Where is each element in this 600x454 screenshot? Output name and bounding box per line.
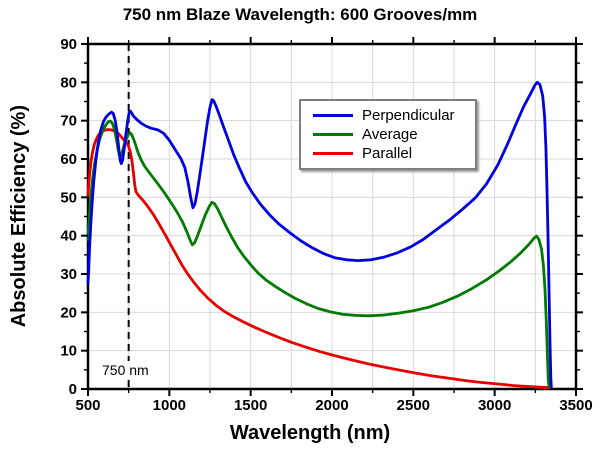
x-tick-label: 3000 [478, 397, 511, 414]
x-tick-label: 2500 [397, 397, 430, 414]
perpendicular-series-line [86, 80, 553, 389]
y-tick-label: 20 [60, 304, 77, 321]
x-tick-label: 1000 [153, 397, 186, 414]
y-tick-label: 0 [69, 381, 77, 398]
x-axis-title: Wavelength (nm) [229, 422, 391, 444]
blaze-wavelength-annotation: 750 nm [99, 361, 152, 379]
perpendicular-line-swatch [313, 114, 353, 117]
average-series-line [86, 119, 551, 389]
y-tick-label: 60 [60, 151, 77, 168]
y-tick-label: 90 [60, 36, 77, 53]
y-tick-label: 80 [60, 74, 77, 91]
legend-entry-average: Average [313, 127, 471, 142]
x-tick-label: 2000 [315, 397, 348, 414]
legend-label-perpendicular: Perpendicular [362, 107, 455, 124]
x-tick-label: 500 [75, 397, 100, 414]
legend-label-average: Average [362, 126, 418, 143]
legend-entry-perpendicular: Perpendicular [313, 108, 471, 123]
y-tick-label: 40 [60, 228, 77, 245]
y-tick-label: 10 [60, 343, 77, 360]
legend: Perpendicular Average Parallel [299, 99, 477, 170]
x-tick-label: 1500 [234, 397, 267, 414]
parallel-line-swatch [313, 152, 353, 155]
parallel-series-line [86, 128, 552, 390]
y-tick-label: 50 [60, 189, 77, 206]
chart-title: 750 nm Blaze Wavelength: 600 Grooves/mm [122, 5, 478, 24]
y-tick-label: 70 [60, 113, 77, 130]
legend-label-parallel: Parallel [362, 145, 413, 162]
average-line-swatch [313, 133, 353, 136]
x-tick-label: 3500 [559, 397, 592, 414]
legend-entry-parallel: Parallel [313, 146, 471, 161]
y-tick-label: 30 [60, 266, 77, 283]
